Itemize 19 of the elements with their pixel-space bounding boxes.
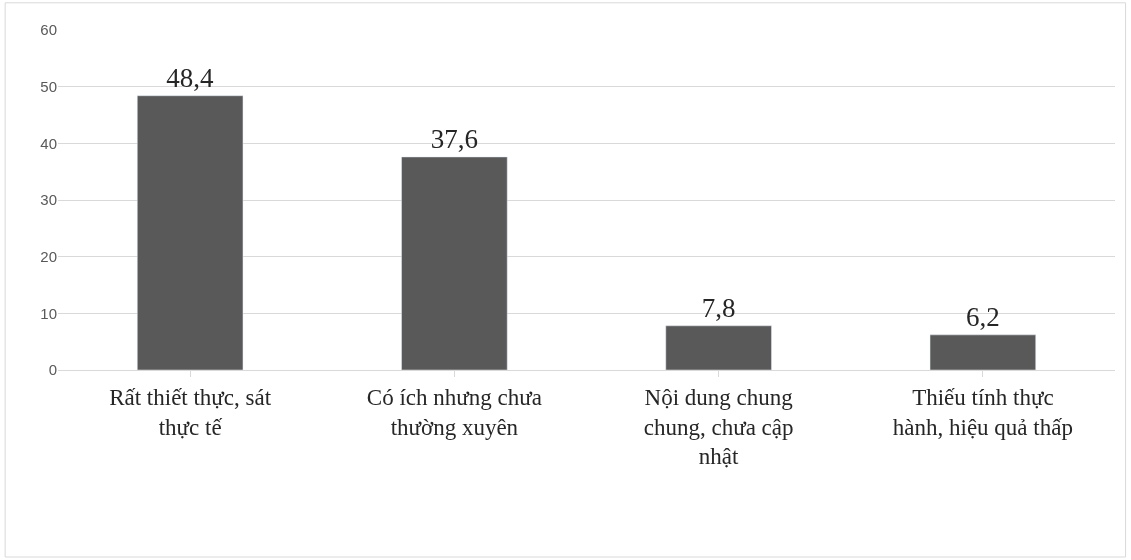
bar [401, 156, 508, 370]
y-tick-label: 0 [48, 361, 57, 379]
bar [665, 325, 772, 370]
data-label: 48,4 [166, 62, 215, 93]
y-tick-label: 40 [40, 134, 57, 152]
data-label: 37,6 [430, 123, 479, 154]
y-tick-label: 60 [40, 21, 57, 39]
y-tick-label: 10 [40, 304, 57, 322]
x-tick-label: Có ích nhưng chưa thường xuyên [366, 384, 542, 440]
x-tick-label: Thiếu tính thực hành, hiệu quả thấp [892, 384, 1073, 440]
y-tick-label: 30 [40, 191, 57, 209]
data-label: 6,2 [966, 301, 1000, 332]
y-tick-label: 50 [40, 77, 57, 95]
data-label: 7,8 [701, 292, 736, 323]
bar [137, 95, 244, 370]
x-tick-label: Rất thiết thực, sát thực tế [109, 384, 272, 440]
x-tick-label: Nội dung chung chung, chưa cập nhật [643, 384, 794, 470]
y-tick-label: 20 [40, 247, 57, 265]
bar [929, 334, 1036, 370]
